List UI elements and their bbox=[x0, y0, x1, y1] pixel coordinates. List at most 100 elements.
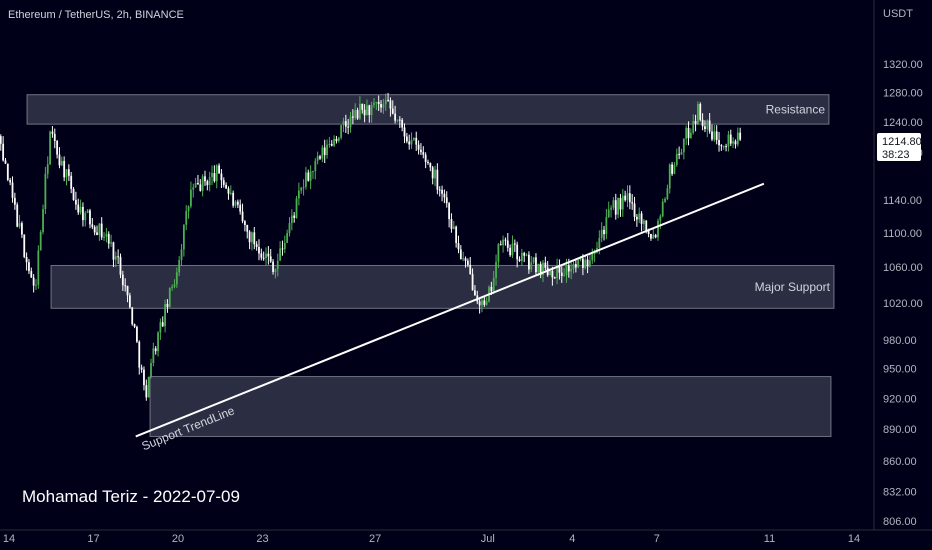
candle-body bbox=[556, 265, 558, 279]
candle-body bbox=[211, 173, 213, 178]
candle-body bbox=[333, 138, 335, 146]
candle-body bbox=[633, 203, 636, 217]
candle bbox=[258, 239, 260, 261]
candle bbox=[516, 241, 519, 268]
zone-box-2[interactable] bbox=[149, 376, 832, 437]
candle-body bbox=[610, 207, 612, 210]
candle-body bbox=[323, 147, 326, 156]
candle-body bbox=[117, 256, 120, 258]
candle bbox=[194, 177, 197, 188]
candle bbox=[316, 151, 319, 165]
time-axis-ticks[interactable]: 14 17 20 23 27 Jul 4 7 11 14 bbox=[3, 533, 860, 545]
candle bbox=[694, 114, 697, 132]
candle bbox=[51, 126, 54, 138]
candle-body bbox=[84, 212, 87, 221]
candle-body bbox=[16, 204, 19, 227]
candle bbox=[471, 268, 474, 291]
candle bbox=[314, 158, 317, 180]
candle-body bbox=[574, 264, 577, 268]
candle-body bbox=[682, 138, 685, 153]
price-tick-1: 1280.00 bbox=[883, 88, 923, 100]
candle bbox=[640, 211, 643, 232]
candle bbox=[206, 179, 209, 191]
candle bbox=[229, 185, 232, 196]
candle-body bbox=[4, 160, 7, 164]
candle-body bbox=[187, 206, 190, 212]
zone-box-1[interactable] bbox=[50, 264, 835, 309]
candle-body bbox=[612, 200, 615, 208]
support-trendline[interactable] bbox=[135, 182, 765, 438]
candle bbox=[685, 125, 688, 146]
candle bbox=[610, 205, 612, 218]
candle-body bbox=[72, 188, 75, 200]
candle-body bbox=[133, 324, 136, 327]
candle-body bbox=[607, 209, 610, 217]
price-tick-9: 950.00 bbox=[883, 364, 917, 376]
candle-body bbox=[124, 285, 127, 287]
candle bbox=[619, 193, 622, 217]
candle-body bbox=[272, 261, 274, 272]
candle-body bbox=[359, 103, 361, 119]
candle bbox=[168, 287, 171, 308]
candle-body bbox=[384, 99, 387, 105]
candle-body bbox=[427, 161, 429, 164]
candle bbox=[126, 285, 129, 303]
candle-body bbox=[412, 137, 415, 140]
candle bbox=[319, 154, 321, 160]
candle-body bbox=[204, 176, 206, 182]
candle bbox=[464, 256, 467, 268]
candle-body bbox=[168, 287, 171, 307]
candle bbox=[427, 159, 429, 165]
candle-body bbox=[225, 184, 228, 189]
candle-body bbox=[589, 260, 591, 267]
candle bbox=[60, 156, 63, 166]
candle bbox=[192, 183, 195, 198]
candle bbox=[708, 113, 711, 134]
candle bbox=[443, 189, 446, 204]
candle-body bbox=[13, 197, 16, 205]
candle bbox=[182, 224, 185, 257]
candle-body bbox=[410, 139, 413, 145]
candle bbox=[56, 139, 59, 159]
candle bbox=[713, 124, 716, 142]
zone-box-0[interactable] bbox=[26, 94, 830, 125]
candle bbox=[452, 221, 455, 230]
candle bbox=[361, 103, 364, 114]
candle-body bbox=[563, 275, 566, 277]
candle bbox=[243, 220, 246, 232]
candle-body bbox=[699, 103, 702, 120]
price-axis-ticks[interactable]: 1320.001280.001240.001200.001140.001100.… bbox=[883, 59, 923, 528]
candle-body bbox=[474, 290, 476, 296]
zone-label-0: Resistance bbox=[766, 102, 826, 116]
candle-body bbox=[424, 154, 427, 162]
candle-body bbox=[49, 131, 51, 165]
candle bbox=[589, 252, 591, 268]
candle bbox=[692, 114, 695, 135]
candle-body bbox=[70, 175, 73, 189]
candle bbox=[412, 137, 415, 141]
candle bbox=[283, 235, 286, 254]
candle bbox=[222, 177, 225, 188]
candle-body bbox=[661, 201, 664, 217]
candle bbox=[13, 192, 16, 210]
candle bbox=[431, 165, 434, 185]
candle-body bbox=[105, 233, 108, 237]
candle-body bbox=[736, 132, 739, 145]
candle bbox=[272, 258, 274, 275]
candle bbox=[145, 379, 148, 401]
candle-body bbox=[267, 253, 270, 257]
candle bbox=[384, 93, 387, 111]
time-tick-0: 14 bbox=[3, 533, 15, 545]
candle-body bbox=[431, 167, 434, 179]
candle-body bbox=[136, 326, 138, 342]
candle-body bbox=[668, 164, 671, 189]
candle bbox=[39, 229, 42, 251]
symbol-title[interactable]: Ethereum / TetherUS, 2h, BINANCE bbox=[8, 9, 184, 21]
candle bbox=[337, 136, 340, 143]
candle-body bbox=[708, 120, 711, 132]
candle-body bbox=[274, 269, 277, 272]
candle bbox=[478, 297, 481, 314]
current-price-tag: 1214.80 38:23 bbox=[877, 133, 922, 161]
candle bbox=[359, 96, 361, 121]
